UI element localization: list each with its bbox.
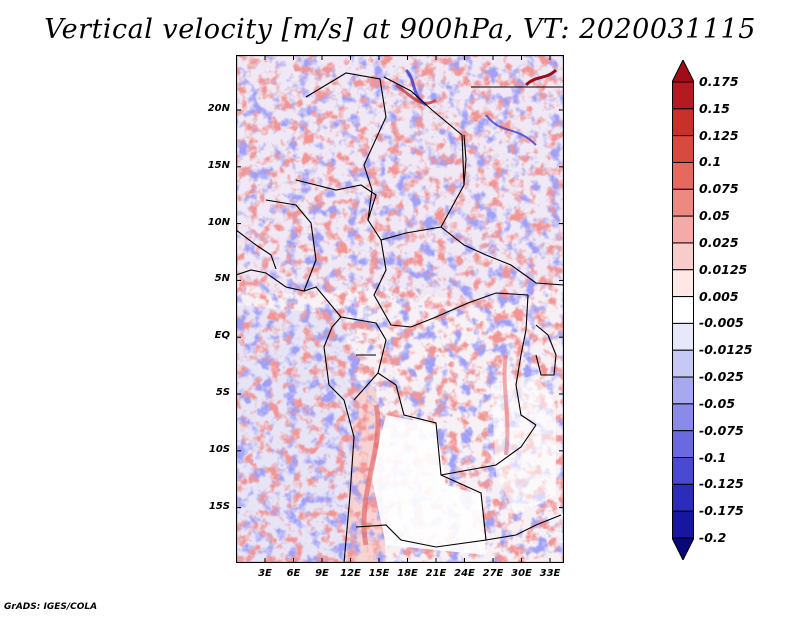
colorbar [672, 60, 694, 560]
colorbar-segment [672, 135, 694, 163]
lat-label: 20N [207, 103, 230, 114]
lon-label: 21E [425, 568, 447, 579]
lon-label: 12E [340, 568, 361, 579]
lat-label: 5S [215, 387, 230, 398]
colorbar-segment [672, 269, 694, 298]
colorbar-label: 0.1 [699, 154, 722, 170]
colorbar-label: 0.005 [699, 288, 739, 304]
colorbar-segment [672, 215, 694, 244]
lon-label: 9E [315, 568, 329, 579]
colorbar-label: 0.125 [699, 127, 739, 143]
colorbar-segment [672, 403, 694, 432]
colorbar-label: -0.2 [699, 530, 727, 545]
colorbar-segment [672, 242, 694, 271]
lat-label: 5N [214, 273, 230, 285]
colorbar-segment [672, 430, 694, 459]
colorbar-segment [672, 457, 694, 485]
lat-label: EQ [214, 330, 230, 342]
lon-label: 27E [482, 568, 504, 579]
lat-label: 10S [208, 443, 230, 455]
colorbar-label: -0.005 [699, 315, 744, 331]
colorbar-segment [672, 483, 694, 512]
colorbar-label: -0.1 [699, 449, 727, 465]
lon-label: 30E [511, 568, 532, 579]
colorbar-label: -0.025 [699, 369, 744, 385]
colorbar-label: -0.175 [699, 503, 744, 519]
colorbar-segment [672, 510, 694, 539]
colorbar-top-triangle [672, 60, 694, 83]
colorbar-label: 0.025 [699, 234, 739, 250]
grads-credit: GrADS: IGES/COLA [4, 602, 98, 612]
lon-label: 24E [454, 568, 475, 579]
lon-label: 6E [286, 568, 301, 579]
chart-title: Vertical velocity [m/s] at 900hPa, VT: 2… [44, 14, 756, 45]
colorbar-label: 0.0125 [699, 261, 748, 277]
colorbar-segment [672, 376, 694, 405]
lat-label: 10N [207, 216, 230, 228]
colorbar-label: 0.05 [699, 208, 730, 224]
lat-label: 15S [208, 500, 230, 512]
lat-label: 15N [207, 159, 230, 171]
colorbar-label: -0.125 [699, 476, 744, 492]
lon-label: 3E [258, 568, 272, 579]
colorbar-segment [672, 108, 694, 137]
colorbar-label: -0.0125 [699, 342, 753, 358]
colorbar-label: 0.175 [699, 74, 739, 89]
colorbar-segment [672, 161, 694, 190]
colorbar-segment [672, 349, 694, 378]
lon-label: 18E [397, 568, 418, 579]
colorbar-label: -0.05 [699, 395, 736, 411]
colorbar-bottom-triangle [672, 537, 694, 560]
colorbar-label: 0.075 [699, 181, 739, 197]
colorbar-label: -0.075 [699, 422, 744, 438]
lon-label: 15E [368, 568, 390, 579]
lon-label: 33E [539, 568, 561, 579]
colorbar-label: 0.15 [699, 100, 730, 116]
colorbar-segment [672, 81, 694, 110]
colorbar-segment [672, 296, 694, 324]
colorbar-segment [672, 322, 694, 351]
vertical-velocity-map [236, 55, 564, 563]
colorbar-segment [672, 188, 694, 217]
